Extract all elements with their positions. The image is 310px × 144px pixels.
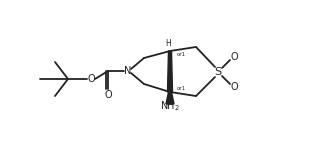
Text: O: O (87, 74, 95, 84)
Text: O: O (230, 52, 238, 62)
Polygon shape (166, 92, 174, 104)
Text: N: N (124, 66, 132, 76)
Text: S: S (215, 67, 222, 77)
Text: O: O (230, 82, 238, 92)
Text: H: H (165, 38, 171, 48)
Polygon shape (167, 51, 172, 92)
Text: or1: or1 (177, 52, 186, 56)
Text: O: O (104, 90, 112, 100)
Text: NH$_2$: NH$_2$ (160, 99, 180, 113)
Text: or1: or1 (177, 86, 186, 90)
